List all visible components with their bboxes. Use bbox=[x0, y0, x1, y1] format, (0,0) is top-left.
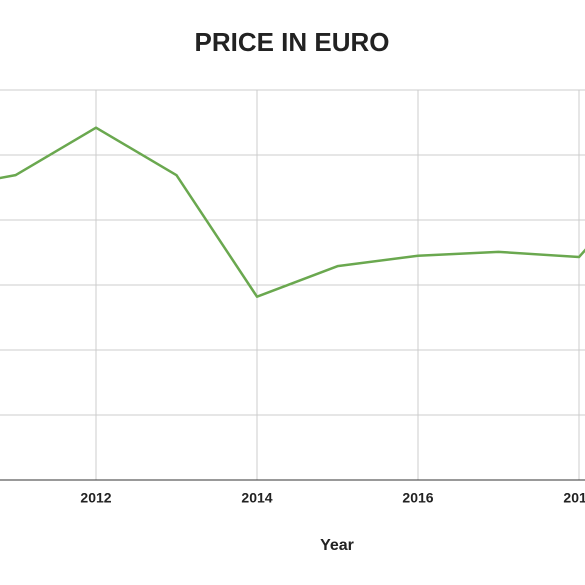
chart-title: PRICE IN EURO bbox=[194, 27, 389, 57]
x-tick-label: 2018 bbox=[563, 490, 585, 506]
x-tick-label: 2016 bbox=[402, 490, 433, 506]
x-tick-label: 2014 bbox=[241, 490, 272, 506]
x-axis-label: Year bbox=[320, 537, 354, 554]
data-line bbox=[0, 126, 585, 298]
x-tick-label: 2012 bbox=[80, 490, 111, 506]
